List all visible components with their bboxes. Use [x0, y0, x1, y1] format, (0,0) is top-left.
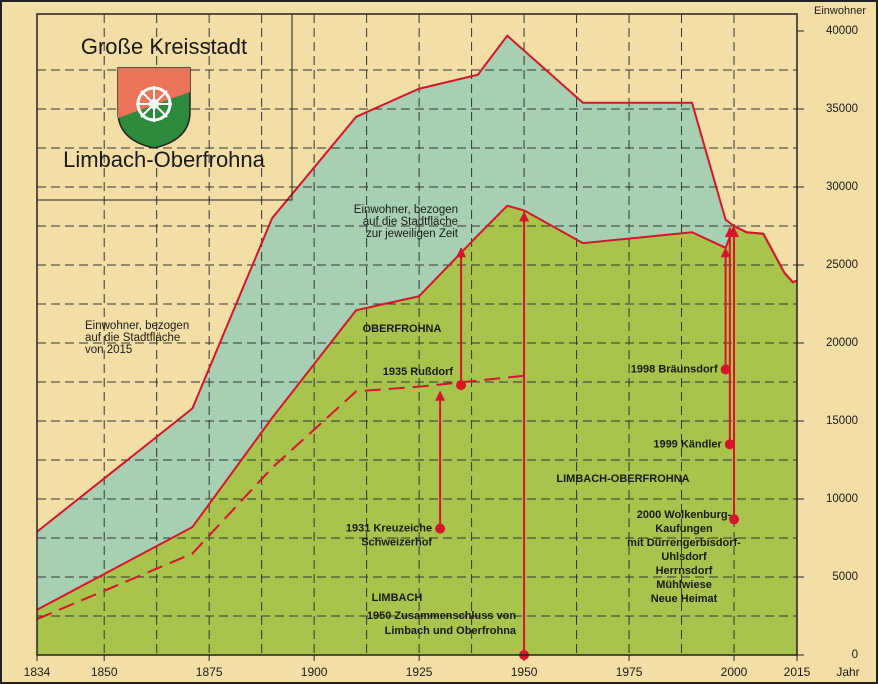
- event-label: Kaufungen: [655, 523, 713, 535]
- series-label: auf die Stadtfläche: [363, 216, 458, 228]
- y-tick-label: 15000: [826, 415, 858, 427]
- y-tick-label: 30000: [826, 181, 858, 193]
- event-label: 1999 Kändler: [653, 438, 722, 450]
- y-tick-label: 0: [852, 649, 858, 661]
- series-label: Einwohner, bezogen: [85, 320, 189, 332]
- region-label: LIMBACH: [372, 592, 423, 604]
- x-axis-label: Jahr: [836, 665, 859, 679]
- x-tick-label: 1925: [406, 665, 433, 679]
- title: Limbach-Oberfrohna: [63, 147, 266, 172]
- x-tick-label: 2000: [721, 665, 748, 679]
- event-dot: [729, 514, 740, 525]
- x-tick-label: 1975: [616, 665, 643, 679]
- series-label: auf die Stadtfläche: [85, 332, 180, 344]
- event-label: 2000 Wolkenburg-: [637, 509, 732, 521]
- series-label: zur jeweiligen Zeit: [366, 228, 459, 240]
- y-tick-label: 25000: [826, 259, 858, 271]
- event-dot: [456, 380, 467, 391]
- event-label: Uhlsdorf: [661, 551, 707, 563]
- line: [36, 374, 525, 621]
- event-label: Schweizerhof: [361, 537, 432, 549]
- event-dot: [435, 523, 446, 534]
- x-tick-label: 1875: [196, 665, 223, 679]
- coat-of-arms: [117, 67, 191, 149]
- title-box: [36, 13, 293, 201]
- series-label: von 2015: [85, 344, 132, 356]
- plot-frame: [36, 13, 798, 656]
- event-label: Limbach und Oberfrohna: [385, 625, 517, 637]
- region-label: LIMBACH-OBERFROHNA: [556, 473, 689, 485]
- x-tick-label: 1900: [301, 665, 328, 679]
- y-axis-label: Einwohner: [814, 5, 866, 17]
- area: [37, 205, 797, 655]
- title: Große Kreisstadt: [81, 34, 247, 59]
- y-tick-label: 5000: [832, 571, 858, 583]
- event-label: 1931 Kreuzeiche: [346, 523, 432, 535]
- line: [36, 204, 798, 611]
- event-dot: [724, 439, 735, 450]
- y-tick-label: 10000: [826, 493, 858, 505]
- region-label: OBERFROHNA: [363, 323, 442, 335]
- event-label: mit Dürrengerbisdorf-: [627, 537, 741, 549]
- series-label: Einwohner, bezogen: [354, 204, 458, 216]
- event-label: 1935 Rußdorf: [383, 366, 454, 378]
- event-label: Mühlwiese: [656, 579, 712, 591]
- event-label: Neue Heimat: [651, 593, 718, 605]
- x-tick-label: 1850: [91, 665, 118, 679]
- x-tick-label: 1834: [24, 665, 51, 679]
- y-tick-label: 40000: [826, 25, 858, 37]
- event-label: Herrnsdorf: [656, 565, 713, 577]
- y-tick-label: 35000: [826, 103, 858, 115]
- event-label: 1950 Zusammenschluss von: [367, 610, 516, 622]
- x-tick-label: 1950: [511, 665, 538, 679]
- event-dot: [720, 364, 731, 375]
- x-tick-label: 2015: [784, 665, 811, 679]
- y-tick-label: 20000: [826, 337, 858, 349]
- event-label: 1998 Bräunsdorf: [631, 363, 718, 375]
